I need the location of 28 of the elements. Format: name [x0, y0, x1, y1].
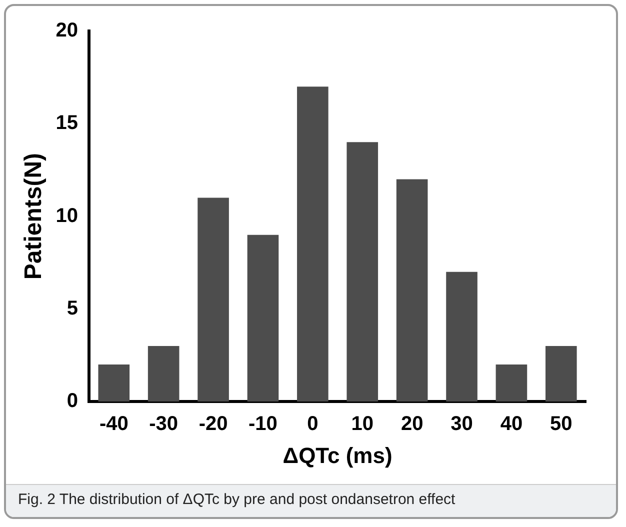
x-tick-label: -10: [248, 413, 278, 436]
y-tick-label: 10: [56, 204, 78, 227]
y-tick-label: 15: [56, 112, 78, 134]
bar: [546, 346, 577, 402]
bar: [297, 86, 328, 402]
x-tick-label: -20: [198, 413, 228, 436]
y-tick-label: 0: [66, 390, 78, 412]
bar: [346, 142, 378, 402]
bar: [247, 234, 279, 402]
y-tick-label: 20: [56, 20, 78, 42]
bar: [396, 179, 428, 402]
x-tick-label: 40: [500, 413, 523, 436]
x-tick-label: 10: [351, 413, 374, 436]
caption: Fig. 2 The distribution of ΔQTc by pre and post ondansetron effect: [17, 490, 456, 510]
x-tick-label: -40: [99, 413, 128, 436]
bar: [446, 272, 478, 402]
y-axis-title: Patients(N): [20, 152, 48, 280]
bar: [98, 364, 130, 402]
x-tick-label: 0: [307, 413, 318, 436]
x-tick-label: 30: [450, 413, 473, 436]
bar: [148, 346, 180, 402]
bar: [198, 198, 229, 402]
x-axis-title: ΔQTc (ms): [282, 442, 392, 468]
x-tick-label: 20: [400, 413, 424, 436]
y-tick-label: 5: [66, 297, 78, 320]
x-tick-label: -30: [149, 413, 178, 436]
x-tick-label: 50: [550, 413, 572, 436]
bar: [496, 364, 528, 402]
